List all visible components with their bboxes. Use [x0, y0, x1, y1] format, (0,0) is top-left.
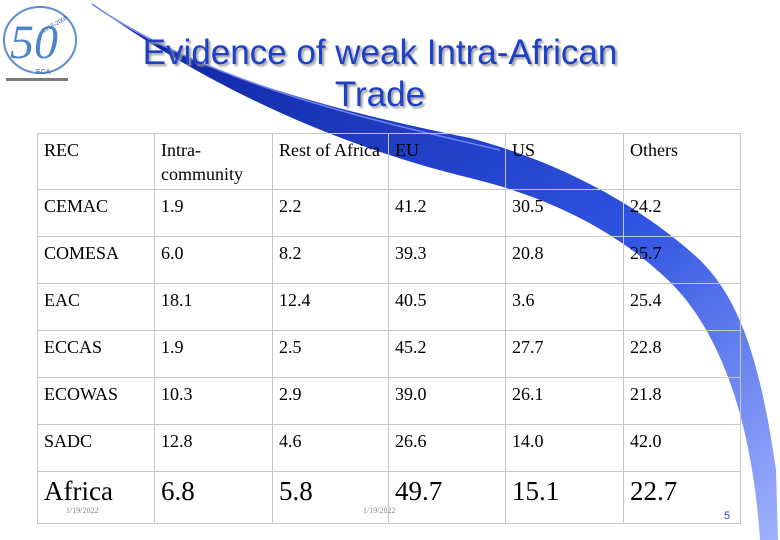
table-cell: 3.6 [505, 283, 624, 331]
table-cell: 6.8 [154, 471, 273, 524]
table-cell: 2.5 [272, 330, 389, 378]
table-cell: 49.7 [388, 471, 506, 524]
table-cell: 15.1 [505, 471, 624, 524]
table-cell: 22.7 [623, 471, 741, 524]
table-cell: 42.0 [623, 424, 741, 472]
trade-table: REC Intra-community Rest of Africa EU US… [37, 133, 741, 524]
table-cell: 39.0 [388, 377, 506, 425]
table-cell: Africa [37, 471, 155, 524]
eca-50th-anniversary-logo: 50 ECA 1958-2008 [3, 6, 77, 81]
table-cell: 10.3 [154, 377, 273, 425]
title-line-1: Evidence of weak Intra-African [142, 33, 618, 72]
logo-numeral: 50 [10, 16, 58, 69]
table-row: SADC 12.8 4.6 26.6 14.0 42.0 [37, 424, 741, 472]
table-cell: ECCAS [37, 330, 155, 378]
table-cell: 20.8 [505, 236, 624, 284]
table-cell: 45.2 [388, 330, 506, 378]
header-cell: US [505, 133, 624, 190]
table-cell: 1.9 [154, 330, 273, 378]
table-cell: 18.1 [154, 283, 273, 331]
table-cell: 27.7 [505, 330, 624, 378]
table-cell: 8.2 [272, 236, 389, 284]
table-cell: 14.0 [505, 424, 624, 472]
table-row: ECCAS 1.9 2.5 45.2 27.7 22.8 [37, 330, 741, 378]
header-cell: Intra-community [154, 133, 273, 190]
table-cell: 25.4 [623, 283, 741, 331]
title-line-2: Trade [334, 75, 426, 114]
table-header-row: REC Intra-community Rest of Africa EU US… [37, 133, 741, 190]
table-cell: 40.5 [388, 283, 506, 331]
table-cell: 21.8 [623, 377, 741, 425]
table-cell: 30.5 [505, 189, 624, 237]
slide-title: Evidence of weak Intra-African Trade [60, 32, 700, 116]
table-cell: 1.9 [154, 189, 273, 237]
table-cell: 12.8 [154, 424, 273, 472]
table-cell: COMESA [37, 236, 155, 284]
table-cell: 2.9 [272, 377, 389, 425]
table-cell: SADC [37, 424, 155, 472]
header-cell: Others [623, 133, 741, 190]
footer-date: 1/19/2022 [66, 506, 99, 515]
table-cell: 26.6 [388, 424, 506, 472]
table-cell: 22.8 [623, 330, 741, 378]
table-cell: ECOWAS [37, 377, 155, 425]
table-row: ECOWAS 10.3 2.9 39.0 26.1 21.8 [37, 377, 741, 425]
table-cell: 26.1 [505, 377, 624, 425]
table-cell: 6.0 [154, 236, 273, 284]
header-cell: REC [37, 133, 155, 190]
table-cell: 24.2 [623, 189, 741, 237]
header-cell: Rest of Africa [272, 133, 389, 190]
table-cell: 5.8 [272, 471, 389, 524]
header-cell: EU [388, 133, 506, 190]
table-cell: 2.2 [272, 189, 389, 237]
table-cell: EAC [37, 283, 155, 331]
table-row-africa-total: Africa 6.8 5.8 49.7 15.1 22.7 [37, 471, 741, 524]
page-number: 5 [724, 510, 731, 522]
table-cell: 12.4 [272, 283, 389, 331]
table-cell: CEMAC [37, 189, 155, 237]
table-cell: 41.2 [388, 189, 506, 237]
table-row: CEMAC 1.9 2.2 41.2 30.5 24.2 [37, 189, 741, 237]
table-row: EAC 18.1 12.4 40.5 3.6 25.4 [37, 283, 741, 331]
footer-center-date: 1/19/2022 [363, 506, 396, 515]
table-cell: 25.7 [623, 236, 741, 284]
table-cell: 39.3 [388, 236, 506, 284]
table-cell: 4.6 [272, 424, 389, 472]
table-row: COMESA 6.0 8.2 39.3 20.8 25.7 [37, 236, 741, 284]
logo-org: ECA [36, 69, 51, 76]
